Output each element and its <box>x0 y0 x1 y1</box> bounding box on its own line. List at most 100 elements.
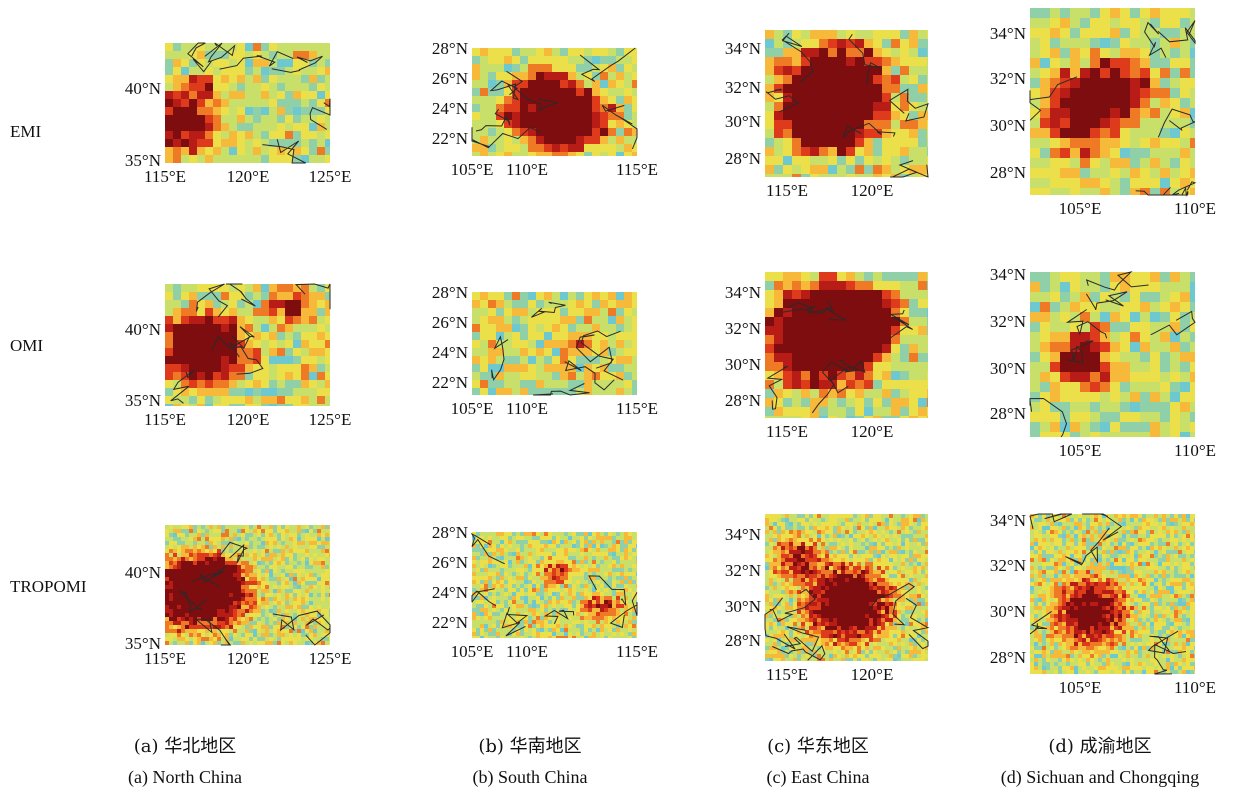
no2-column-field <box>472 532 637 638</box>
province-boundaries <box>470 532 638 637</box>
lat-tick-label: 28°N <box>432 39 468 58</box>
no2-column-field <box>1030 272 1195 437</box>
lon-tick-label: 115°E <box>144 649 186 668</box>
lat-tick-label: 35°N <box>125 151 161 170</box>
lon-tick-label: 105°E <box>1059 441 1102 460</box>
lon-tick-label: 105°E <box>451 642 494 661</box>
caption-zh: (c) 华东地区 <box>767 736 869 757</box>
province-boundaries <box>765 32 929 178</box>
lat-tick-label: 34°N <box>990 511 1026 530</box>
lat-tick-label: 32°N <box>990 556 1026 575</box>
lon-tick-label: 105°E <box>1059 678 1102 697</box>
lon-tick-label: 125°E <box>309 649 352 668</box>
lat-tick-label: 40°N <box>125 79 161 98</box>
lat-tick-label: 32°N <box>725 561 761 580</box>
no2-column-field <box>165 43 330 163</box>
lon-tick-label: 125°E <box>309 410 352 429</box>
row-label-tropomi: TROPOMI <box>10 577 87 596</box>
lon-tick-label: 115°E <box>766 422 808 441</box>
lat-tick-label: 22°N <box>432 129 468 148</box>
lat-tick-label: 40°N <box>125 320 161 339</box>
lat-tick-label: 24°N <box>432 343 468 362</box>
lon-tick-label: 115°E <box>616 160 658 179</box>
row-label-omi: OMI <box>10 336 44 355</box>
lon-tick-label: 115°E <box>766 181 808 200</box>
lon-tick-label: 105°E <box>1059 199 1102 218</box>
no2-column-field <box>472 292 637 395</box>
province-boundaries <box>1029 271 1196 438</box>
lon-tick-label: 105°E <box>451 160 494 179</box>
lon-tick-label: 125°E <box>309 167 352 186</box>
lat-tick-label: 30°N <box>725 355 761 374</box>
lat-tick-label: 28°N <box>725 149 761 168</box>
lat-tick-label: 28°N <box>432 523 468 542</box>
caption-south-china: (b) 华南地区 (b) South China <box>445 732 615 792</box>
province-boundaries <box>178 541 331 646</box>
caption-zh: (a) 华北地区 <box>133 736 237 757</box>
caption-north-china: (a) 华北地区 (a) North China <box>100 732 270 792</box>
lat-tick-label: 26°N <box>432 69 468 88</box>
lon-tick-label: 110°E <box>1174 199 1216 218</box>
lon-tick-label: 110°E <box>506 399 548 418</box>
no2-column-field <box>1030 8 1195 195</box>
lat-tick-label: 34°N <box>990 24 1026 43</box>
no2-column-field <box>765 30 928 177</box>
lon-tick-label: 110°E <box>1174 678 1216 697</box>
lat-tick-label: 32°N <box>725 319 761 338</box>
lat-tick-label: 35°N <box>125 391 161 410</box>
lat-tick-label: 32°N <box>725 78 761 97</box>
lat-tick-label: 34°N <box>725 525 761 544</box>
lat-tick-label: 40°N <box>125 563 161 582</box>
lon-tick-label: 120°E <box>851 422 894 441</box>
lat-tick-label: 30°N <box>990 359 1026 378</box>
no2-column-field <box>165 284 330 406</box>
lat-tick-label: 34°N <box>725 39 761 58</box>
lat-tick-label: 28°N <box>432 283 468 302</box>
lon-tick-label: 120°E <box>227 410 270 429</box>
lon-tick-label: 120°E <box>227 649 270 668</box>
no2-column-field <box>165 525 330 645</box>
lon-tick-label: 110°E <box>506 642 548 661</box>
lat-tick-label: 28°N <box>990 163 1026 182</box>
lon-tick-label: 115°E <box>766 665 808 684</box>
lat-tick-label: 26°N <box>432 553 468 572</box>
lon-tick-label: 110°E <box>506 160 548 179</box>
caption-east-china: (c) 华东地区 (c) East China <box>733 732 903 792</box>
lon-tick-label: 115°E <box>616 399 658 418</box>
province-boundaries <box>1029 513 1186 675</box>
lon-tick-label: 120°E <box>851 665 894 684</box>
caption-sichuan-chongqing: (d) 成渝地区 (d) Sichuan and Chongqing <box>965 732 1235 792</box>
lat-tick-label: 28°N <box>725 391 761 410</box>
lat-tick-label: 32°N <box>990 312 1026 331</box>
lat-tick-label: 30°N <box>725 597 761 616</box>
lat-tick-label: 34°N <box>725 283 761 302</box>
province-boundaries <box>1029 20 1197 197</box>
caption-en: (b) South China <box>472 767 588 787</box>
row-label-emi: EMI <box>10 122 42 141</box>
lon-tick-label: 115°E <box>144 410 186 429</box>
lat-tick-label: 28°N <box>990 404 1026 423</box>
lon-tick-label: 120°E <box>227 167 270 186</box>
lat-tick-label: 30°N <box>990 602 1026 621</box>
lat-tick-label: 26°N <box>432 313 468 332</box>
lon-tick-label: 105°E <box>451 399 494 418</box>
province-boundaries <box>170 283 331 404</box>
lat-tick-label: 34°N <box>990 265 1026 284</box>
lon-tick-label: 115°E <box>144 167 186 186</box>
lat-tick-label: 28°N <box>725 631 761 650</box>
lat-tick-label: 35°N <box>125 634 161 653</box>
lat-tick-label: 24°N <box>432 583 468 602</box>
lon-tick-label: 110°E <box>1174 441 1216 460</box>
caption-zh: (b) 华南地区 <box>478 736 582 757</box>
